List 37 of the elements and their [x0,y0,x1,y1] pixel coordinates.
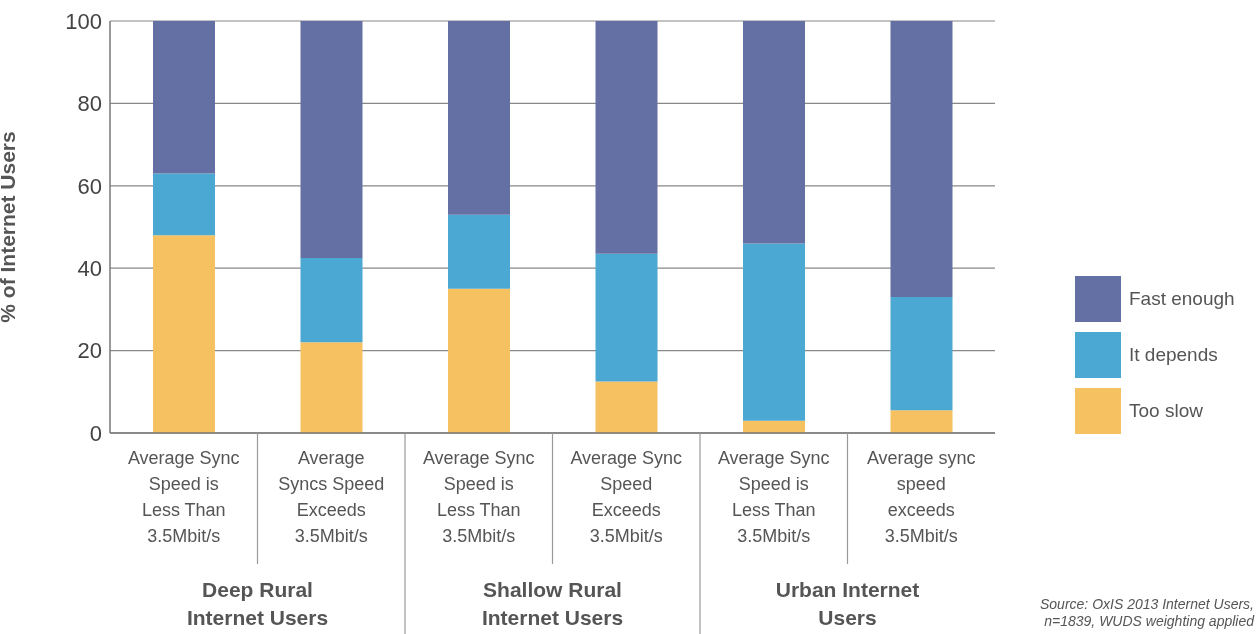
y-axis-title: % of Internet Users [0,131,20,323]
y-tick-label: 20 [77,338,102,364]
bar [448,214,510,289]
bar [300,257,363,343]
y-tick-label: 60 [77,173,102,199]
text: Too slow [1129,400,1203,422]
text: Fast enough [1129,288,1235,310]
y-tick-label: 40 [77,256,102,282]
y-tick-label: 100 [65,8,102,34]
x-tick-label: Average Sync Speed Exceeds 3.5Mbit/s [570,447,683,548]
bar [153,21,215,174]
bar [595,253,658,382]
bar [595,381,658,433]
bar [300,342,363,433]
y-tick-label: 0 [89,420,102,446]
bar [153,235,215,433]
text: It depends [1129,344,1218,366]
x-tick-label: Average Sync Speed is Less Than 3.5Mbit/s [422,447,535,548]
bar [448,288,510,433]
text: Shallow Rural Internet Users [480,577,625,631]
x-tick-label: Average Sync Speed is Less Than 3.5Mbit/s [717,447,830,548]
x-tick-label: Average sync speed exceeds 3.5Mbit/s [865,447,977,548]
text: Deep Rural Internet Users [185,577,330,631]
bar [890,21,953,298]
y-tick-label: 80 [77,91,102,117]
bar [448,21,510,215]
source-note: Source: OxIS 2013 Internet Users, n=1839, WUDS weighting applied [1039,596,1254,630]
bar [595,21,658,254]
x-tick-label: Average Sync Speed is Less Than 3.5Mbit/s [127,447,240,548]
bar [743,21,805,244]
x-tick-label: Average Syncs Speed Exceeds 3.5Mbit/s [277,447,386,548]
bar [890,410,953,433]
bar [890,297,953,411]
bar [300,21,363,258]
bar [743,243,805,421]
text: Urban Internet Users [774,577,921,631]
bar [153,173,215,236]
